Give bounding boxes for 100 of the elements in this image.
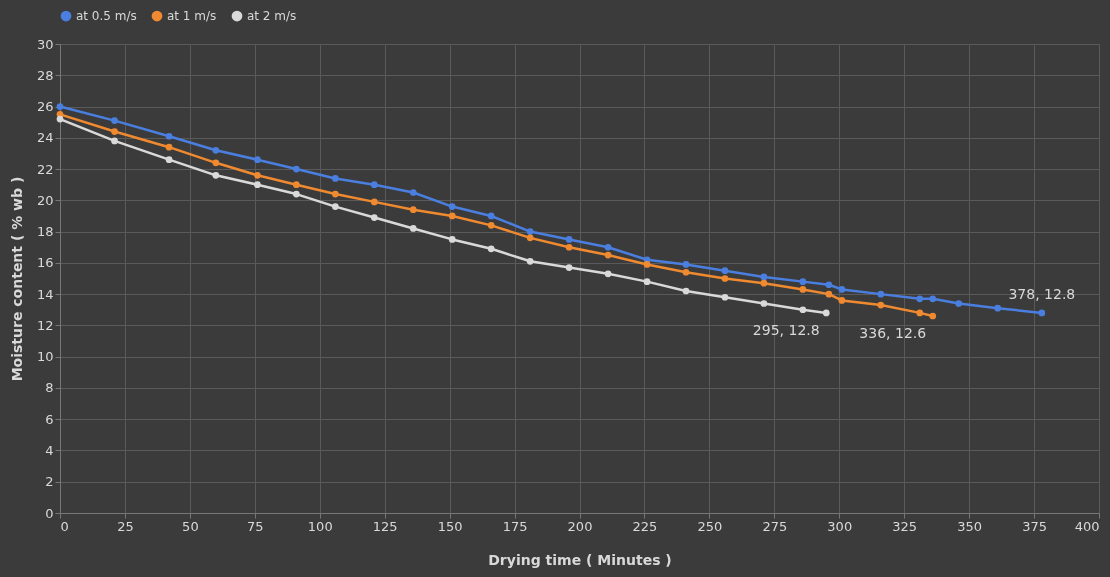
y-tick-label: 2 [45,474,54,490]
point [682,268,690,276]
point [331,203,339,210]
point [682,287,690,295]
x-tick-label: 225 [632,518,658,534]
point [643,278,651,285]
y-tick-label: 16 [36,255,54,271]
point [565,236,573,243]
point [487,245,495,253]
point [212,159,220,167]
point [721,267,729,275]
point [929,312,937,320]
y-tick-label: 26 [36,99,54,115]
point [370,214,378,221]
x-tick-label: 150 [437,518,463,534]
point [760,279,768,287]
point [165,143,173,151]
point [994,304,1002,312]
point [409,189,417,196]
point [838,297,846,304]
point [212,146,220,154]
point [916,309,924,317]
y-tick-label: 18 [36,224,54,240]
point [1038,309,1046,317]
point [448,236,456,243]
point [331,190,339,198]
x-axis-title: Drying time ( Minutes ) [488,551,672,568]
point [825,281,833,289]
y-tick-label: 0 [45,505,54,521]
x-tick-label: 300 [827,518,853,534]
point [916,295,924,303]
point [526,228,534,235]
x-tick-label: 75 [247,518,264,534]
annotation: 378, 12.8 [1008,285,1076,302]
point [682,261,690,268]
x-tick-label: 400 [1074,518,1100,534]
point [565,264,573,271]
point [111,137,118,145]
legend-label: at 0.5 m/s [76,9,137,24]
point [254,156,261,164]
point [838,286,846,293]
point [111,117,118,124]
point [448,212,456,220]
point [293,165,300,173]
x-tick-label: 275 [762,518,788,534]
point [877,290,885,298]
legend-label: at 2 m/s [247,9,297,24]
point [760,300,768,307]
x-tick-label: 25 [117,518,134,534]
point [370,181,378,189]
point [212,171,220,179]
y-tick-label: 22 [36,161,54,177]
legend-label: at 1 m/s [167,9,217,24]
annotation: 295, 12.8 [752,321,820,338]
point [487,212,495,220]
point [822,309,830,317]
point [799,306,807,314]
x-tick-label: 125 [372,518,398,534]
point [293,181,300,189]
y-tick-label: 10 [36,349,54,365]
point [721,275,729,282]
point [165,132,173,140]
point [955,300,963,307]
y-axis-title: Moisture content ( % wb ) [8,176,25,382]
point [825,290,833,298]
point [604,270,612,278]
point [721,293,729,301]
point [604,243,612,251]
y-tick-label: 8 [45,380,54,396]
y-tick-label: 20 [36,192,54,208]
y-tick-label: 6 [45,411,54,427]
point [254,181,261,189]
point [760,273,768,281]
annotation: 336, 12.6 [859,325,927,342]
x-tick-label: 375 [1022,518,1047,534]
x-tick-label: 200 [567,518,593,534]
y-tick-label: 12 [36,317,54,333]
y-tick-label: 4 [45,442,54,458]
x-tick-label: 325 [892,518,918,534]
point [331,175,339,182]
point [448,203,456,210]
x-tick-label: 0 [60,518,69,534]
point [799,286,807,293]
point [565,243,573,251]
point [487,222,495,229]
point [409,225,417,232]
point [56,103,64,110]
y-tick-label: 28 [36,67,54,83]
point [254,171,261,179]
x-tick-label: 250 [697,518,723,534]
x-tick-label: 175 [502,518,528,534]
y-tick-label: 14 [36,286,54,302]
point [526,234,534,242]
point [111,128,118,135]
point [409,206,417,214]
point [929,295,937,303]
point [604,251,612,259]
y-tick-label: 30 [36,36,54,52]
point [877,301,885,309]
point [643,261,651,268]
